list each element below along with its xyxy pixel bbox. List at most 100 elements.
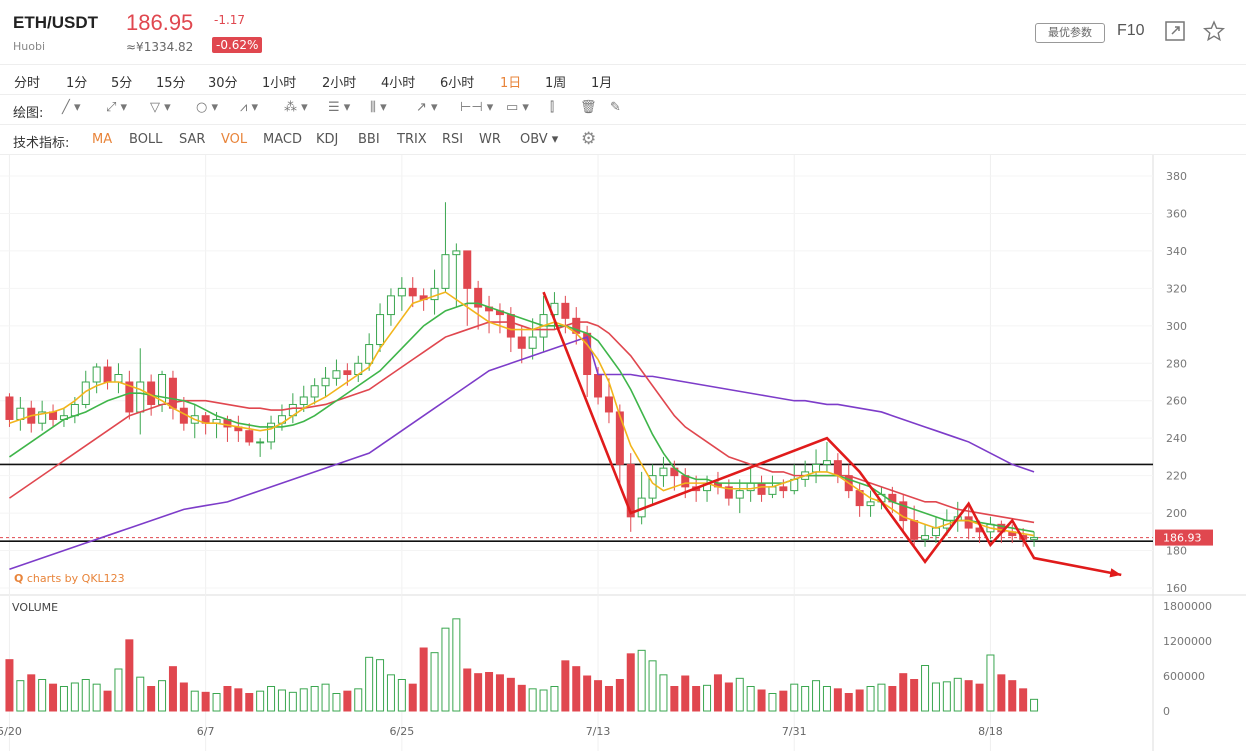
candle-body (321, 377, 330, 387)
pattern-tool-icon[interactable]: ⁂ ▾ (284, 100, 308, 115)
timeframe-tab[interactable]: 1月 (591, 76, 613, 91)
volume-bar (997, 674, 1006, 712)
x-tick-label: 8/18 (978, 725, 1003, 738)
circle-tool-icon[interactable]: ○ ▾ (196, 100, 219, 115)
wave-tool-icon[interactable]: ⩘ ▾ (240, 100, 258, 115)
volume-bar (713, 674, 722, 712)
volume-bar (310, 686, 319, 712)
drawing-toolbar: 绘图: ╱ ▾ ⤢ ▾ ▽ ▾ ○ ▾ ⩘ ▾ ⁂ ▾ ☰ ▾ ⫼ ▾ ↗ ▾ … (0, 96, 1246, 125)
ma20-line (8, 321, 1035, 524)
fullscreen-icon[interactable] (1164, 20, 1186, 47)
timeframe-tab[interactable]: 4小时 (381, 76, 416, 91)
volume-bar (626, 653, 635, 712)
volume-bar (855, 689, 864, 712)
price-tick-label: 380 (1166, 170, 1187, 183)
volume-bar (5, 659, 14, 712)
volume-bar (332, 693, 341, 712)
watermark-text: charts by QKL123 (26, 572, 125, 585)
candle-body (365, 344, 374, 364)
fib-tool-icon[interactable]: ☰ ▾ (328, 100, 351, 115)
x-tick-label: 5/20 (0, 725, 22, 738)
volume-bar (223, 686, 232, 712)
volume-bar (615, 679, 624, 712)
price-tick-label: 180 (1166, 545, 1187, 558)
measure-tool-icon[interactable]: ⊢⊣ ▾ (460, 100, 494, 115)
volume-bar (757, 689, 766, 712)
favorite-star-icon[interactable] (1202, 20, 1226, 47)
volume-bar (1008, 680, 1017, 712)
candle-body (386, 295, 395, 316)
trash-icon[interactable]: 🗑 (580, 100, 597, 115)
line-tool-icon[interactable]: ╱ ▾ (62, 100, 81, 115)
timeframe-tab[interactable]: 6小时 (440, 76, 475, 91)
ma5-line (9, 291, 1035, 537)
candle-body (332, 370, 341, 379)
timeframe-tab[interactable]: 1小时 (262, 76, 297, 91)
timeframe-tab[interactable]: 5分 (111, 76, 133, 91)
volume-bar (964, 680, 973, 712)
volume-bar (81, 679, 90, 712)
candle-body (768, 486, 777, 495)
indicator-tab[interactable]: VOL (221, 132, 248, 147)
indicator-tab[interactable]: SAR (179, 132, 206, 147)
price-tick-label: 300 (1166, 320, 1187, 333)
candle-body (648, 475, 657, 499)
timeframe-tab[interactable]: 1日 (500, 76, 522, 91)
volume-bar (779, 690, 788, 712)
pencil-icon[interactable]: ✎ (610, 100, 621, 115)
volume-bar (354, 688, 363, 712)
volume-bar (441, 627, 450, 712)
indicator-tab[interactable]: BOLL (129, 132, 163, 147)
candle-body (757, 482, 766, 495)
indicator-tab[interactable]: TRIX (397, 132, 427, 147)
arrow-tool-icon[interactable]: ↗ ▾ (416, 100, 438, 115)
candle-body (463, 250, 472, 289)
indicator-tab[interactable]: KDJ (316, 132, 339, 147)
volume-bar (877, 683, 886, 712)
annotation-arrow-head (1109, 568, 1122, 578)
exchange-name: Huobi (13, 40, 46, 53)
volume-bar (648, 660, 657, 712)
timeframe-tab[interactable]: 30分 (208, 76, 238, 91)
indicator-tab[interactable]: BBI (358, 132, 380, 147)
best-params-button[interactable]: 最优参数 (1035, 23, 1105, 43)
timeframe-tab[interactable]: 分时 (14, 76, 41, 91)
text-tool-icon[interactable]: ▭ ▾ (506, 100, 529, 115)
ray-tool-icon[interactable]: ⤢ ▾ (106, 100, 128, 115)
timeframe-tab[interactable]: 1周 (545, 76, 567, 91)
volume-bar (801, 686, 810, 712)
volume-bar (343, 690, 352, 712)
indicator-tab[interactable]: OBV ▾ (520, 132, 559, 147)
indicator-tab[interactable]: WR (479, 132, 501, 147)
x-tick-label: 7/31 (782, 725, 807, 738)
volume-bar (70, 682, 79, 712)
timeframe-tab[interactable]: 2小时 (322, 76, 357, 91)
volume-bar (681, 675, 690, 712)
volume-bar (103, 690, 112, 712)
indicator-tab[interactable]: MACD (263, 132, 302, 147)
f10-button[interactable]: F10 (1117, 22, 1145, 39)
candle-body (910, 520, 919, 540)
timeframe-tab[interactable]: 15分 (156, 76, 186, 91)
volume-bar (288, 691, 297, 712)
candle-body (735, 490, 744, 499)
candle-body (561, 302, 570, 319)
volume-bar (833, 688, 842, 712)
volume-bar (583, 675, 592, 712)
candle-body (528, 336, 537, 349)
bars-tool-icon[interactable]: ⫿ (550, 100, 555, 115)
gann-tool-icon[interactable]: ⫼ ▾ (370, 100, 387, 115)
volume-bar (386, 674, 395, 712)
timeframe-tab[interactable]: 1分 (66, 76, 88, 91)
volume-bar (365, 656, 374, 712)
indicator-tab[interactable]: RSI (442, 132, 464, 147)
kline-chart[interactable]: 5/20 6/7 6/25 7/13 7/31 8/18 160 180 200 220 240 26… (0, 155, 1246, 751)
indicator-settings-gear-icon[interactable]: ⚙ (581, 129, 597, 149)
volume-bar (822, 686, 831, 712)
volume-bar (550, 686, 559, 712)
channel-tool-icon[interactable]: ▽ ▾ (150, 100, 171, 115)
indicator-tab[interactable]: MA (92, 132, 113, 147)
candle-body (899, 501, 908, 522)
indicator-bar: 技术指标: MA BOLL SAR VOL MACD KDJ BBI TRIX RSI WR OBV… (0, 126, 1246, 155)
volume-bar (256, 690, 265, 712)
